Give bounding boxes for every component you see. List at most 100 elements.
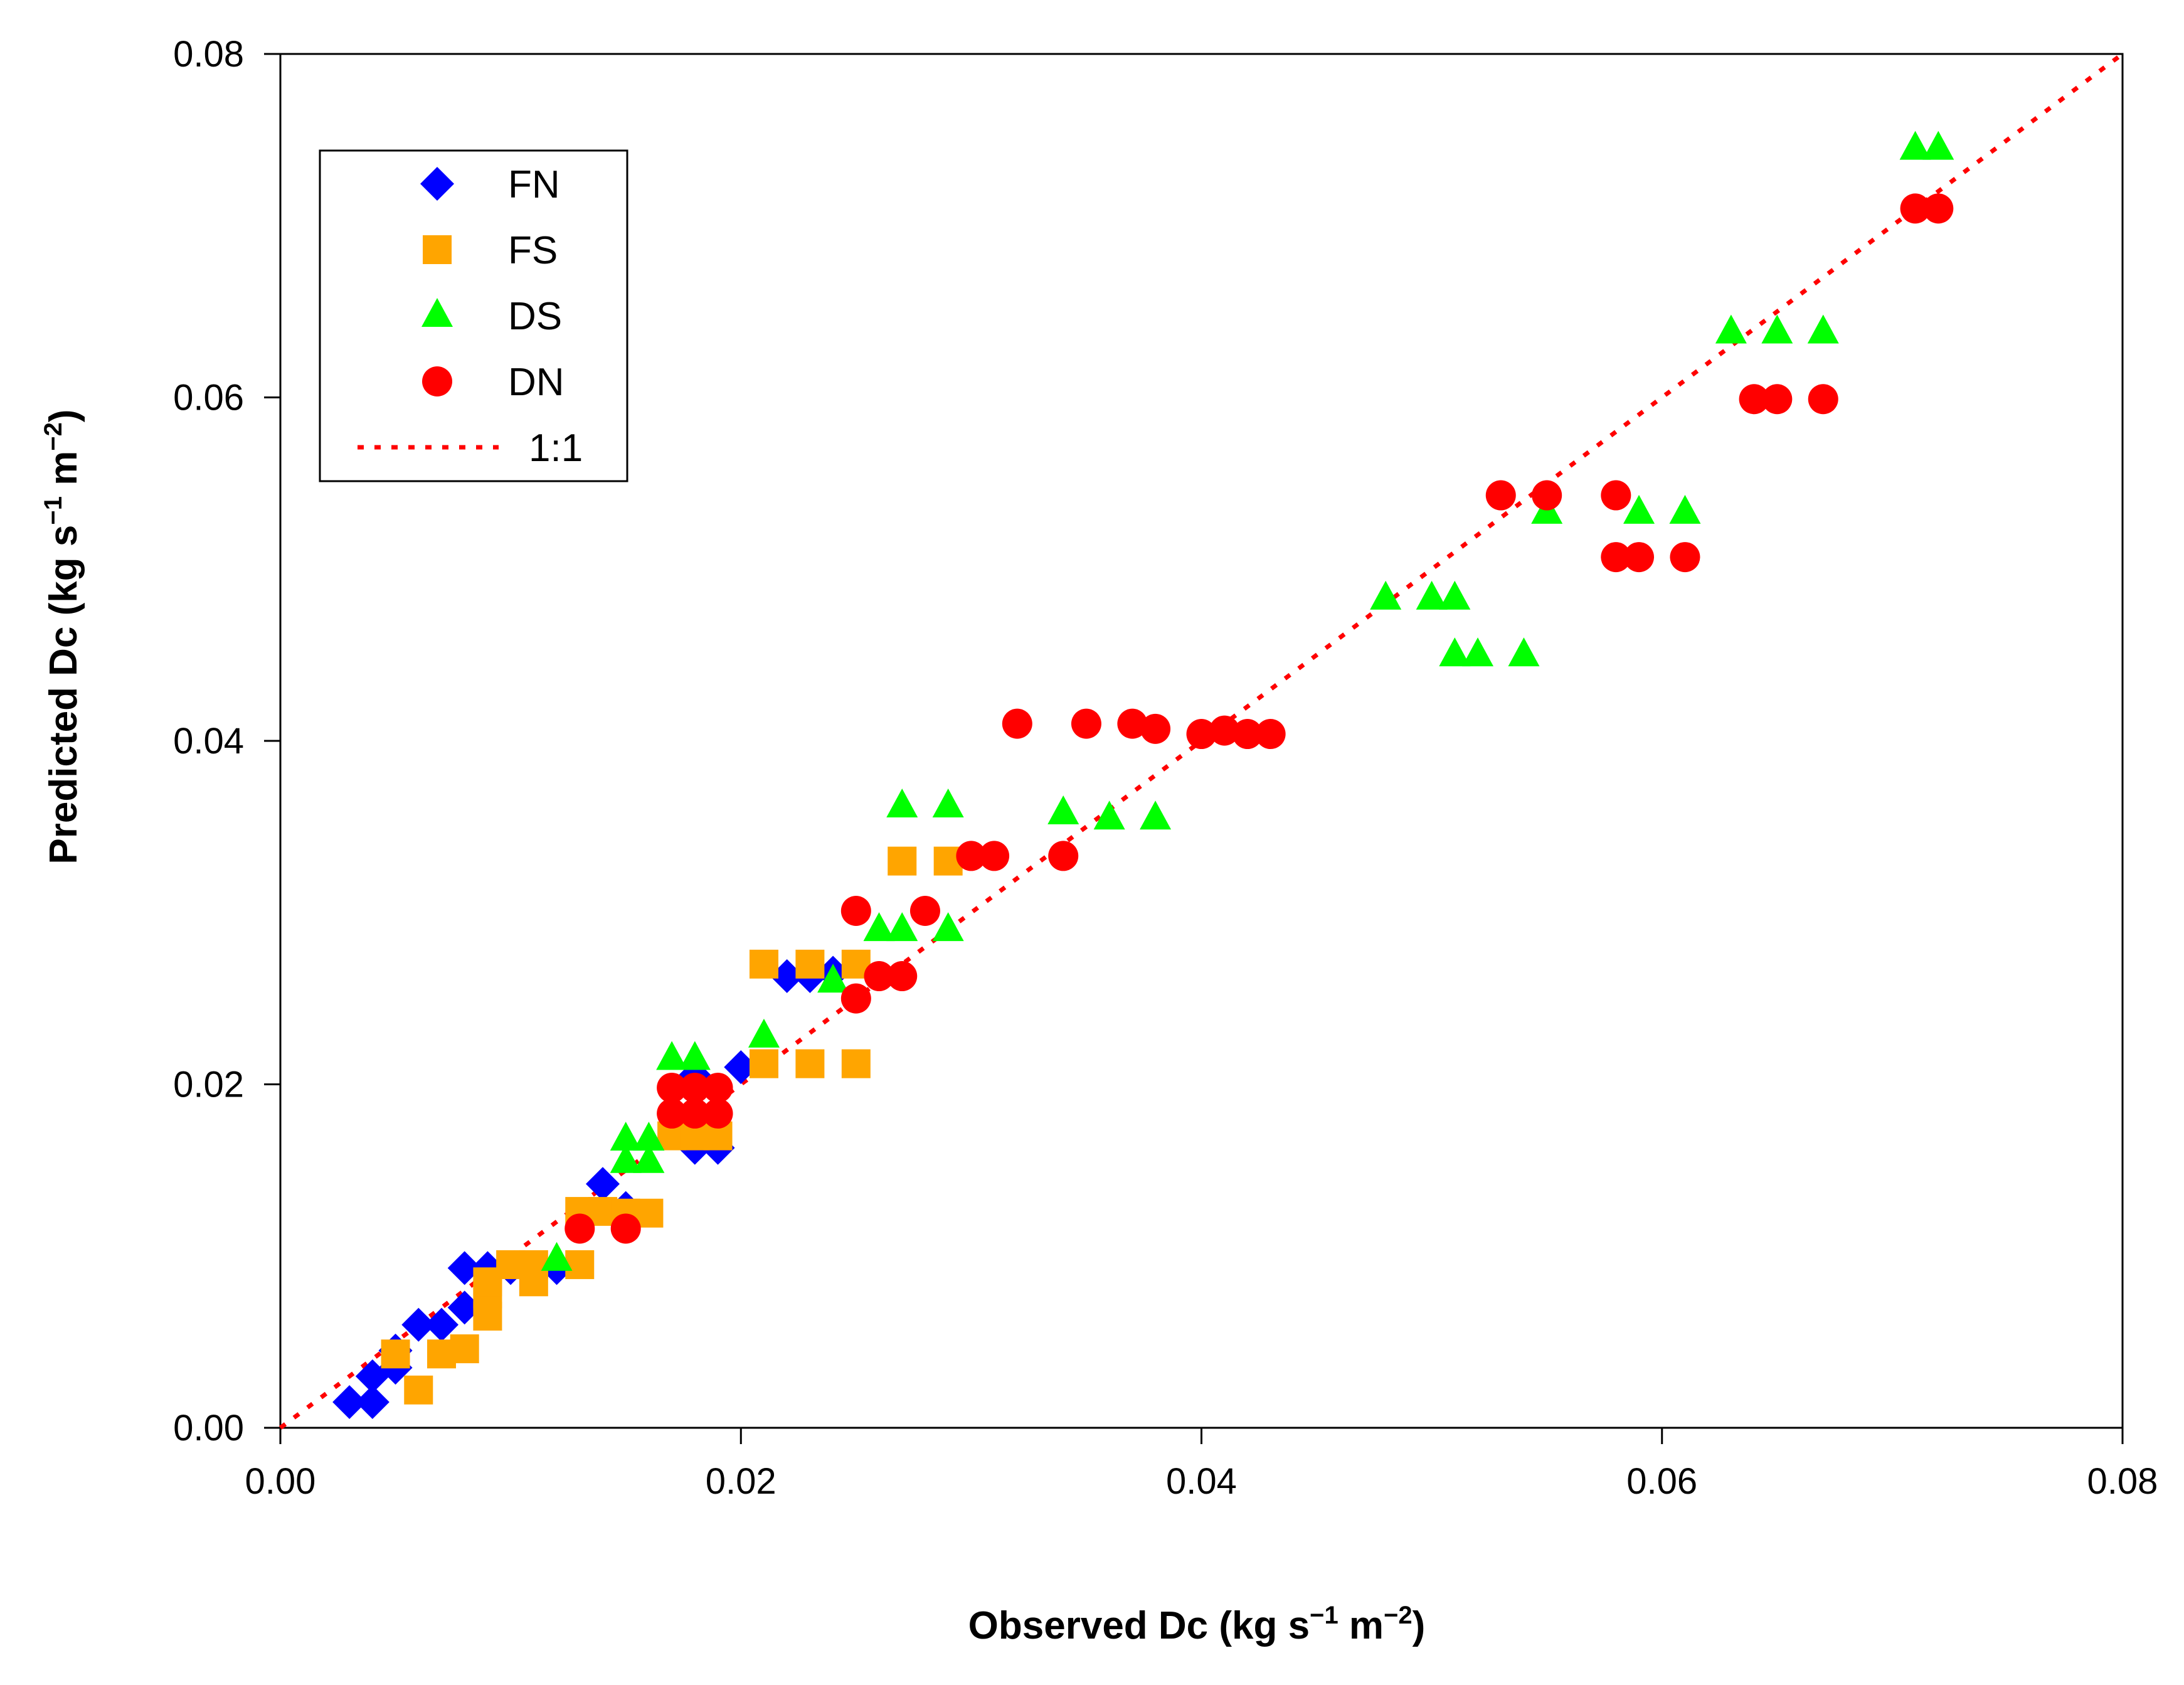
point-fn <box>332 1385 367 1419</box>
y-tick-label: 0.02 <box>173 1065 244 1105</box>
point-ds <box>1047 795 1079 824</box>
point-dn <box>840 896 871 927</box>
legend-marker-fs <box>423 235 452 264</box>
x-tick-label: 0.04 <box>1166 1461 1237 1502</box>
point-dn <box>1670 542 1700 573</box>
point-dn <box>1739 384 1769 415</box>
point-dn <box>1186 719 1217 750</box>
point-dn <box>657 1072 687 1103</box>
point-ds <box>1439 637 1471 667</box>
point-ds <box>886 912 918 942</box>
legend-label-1to1: 1:1 <box>529 427 583 470</box>
point-fn <box>401 1307 436 1342</box>
point-ds <box>932 912 964 942</box>
point-ds <box>1439 580 1471 610</box>
point-ds <box>1508 637 1540 667</box>
point-dn <box>565 1213 595 1244</box>
point-fs <box>404 1375 433 1405</box>
point-ds <box>748 1018 780 1048</box>
point-ds <box>1669 494 1701 524</box>
point-ds <box>541 1241 573 1271</box>
point-ds <box>610 1122 642 1151</box>
point-ds <box>656 1041 688 1070</box>
point-ds <box>679 1041 711 1070</box>
point-ds <box>863 912 895 942</box>
x-tick-label: 0.00 <box>245 1461 316 1502</box>
point-dn <box>1808 384 1838 415</box>
point-dn <box>1140 713 1171 744</box>
point-fs <box>565 1250 595 1279</box>
point-ds <box>1899 130 1931 160</box>
point-dn <box>1117 708 1148 739</box>
point-fs <box>749 1049 778 1078</box>
point-dn <box>679 1072 710 1103</box>
point-ds <box>886 789 918 818</box>
point-ds <box>610 1144 642 1173</box>
point-fn <box>724 1050 758 1085</box>
point-dn <box>909 896 940 927</box>
y-axis-title: Predicted Dc (kg s−1 m−2) <box>40 409 85 864</box>
point-dn <box>956 841 987 871</box>
legend-label-fn: FN <box>508 163 560 206</box>
series-ds <box>541 130 1954 1271</box>
point-ds <box>633 1144 665 1173</box>
point-fs <box>450 1334 479 1364</box>
point-dn <box>1601 542 1631 573</box>
legend-marker-fn <box>420 167 454 201</box>
point-dn <box>887 961 918 992</box>
point-dn <box>979 841 1010 871</box>
point-fn <box>447 1290 482 1325</box>
x-tick-label: 0.08 <box>2087 1461 2158 1502</box>
point-dn <box>702 1098 733 1129</box>
data-markers <box>332 130 1954 1419</box>
x-axis-ticks: 0.00 0.02 0.04 0.06 0.08 <box>245 1428 2158 1502</box>
point-dn <box>1002 708 1032 739</box>
point-dn <box>1071 708 1101 739</box>
point-ds <box>1370 580 1402 610</box>
legend-label-dn: DN <box>508 361 565 404</box>
x-axis-title: Observed Dc (kg s−1 m−2) <box>968 1602 1426 1647</box>
point-fs <box>795 1049 825 1078</box>
point-dn <box>1900 193 1931 224</box>
legend-marker-ds <box>421 298 453 327</box>
point-fn <box>424 1307 459 1342</box>
point-ds <box>1093 800 1125 830</box>
y-tick-label: 0.04 <box>173 721 244 762</box>
legend: FN FS DS DN 1:1 <box>319 149 628 482</box>
point-fs <box>381 1339 410 1369</box>
point-dn <box>610 1213 641 1244</box>
y-tick-label: 0.08 <box>173 34 244 75</box>
point-dn <box>1923 193 1954 224</box>
point-dn <box>1209 715 1240 746</box>
one-to-one-line <box>278 52 2124 1430</box>
point-ds <box>633 1122 665 1151</box>
point-dn <box>1624 542 1655 573</box>
point-fs <box>749 949 778 979</box>
point-dn <box>679 1098 710 1129</box>
point-ds <box>1715 314 1747 344</box>
point-dn <box>840 983 871 1014</box>
point-ds <box>932 789 964 818</box>
point-dn <box>1048 841 1079 871</box>
point-ds <box>1807 314 1839 344</box>
point-ds <box>1462 637 1494 667</box>
y-tick-label: 0.06 <box>173 378 244 418</box>
legend-marker-dn <box>422 366 452 396</box>
point-ds <box>1922 130 1954 160</box>
point-dn <box>1232 719 1263 750</box>
point-ds <box>1623 494 1655 524</box>
point-dn <box>702 1072 733 1103</box>
point-fn <box>770 959 804 994</box>
point-fs <box>888 846 917 876</box>
point-fs <box>519 1267 548 1297</box>
point-dn <box>1532 480 1562 511</box>
point-dn <box>1255 719 1286 750</box>
point-fs <box>795 949 825 979</box>
legend-box <box>319 149 628 482</box>
point-fn <box>447 1251 482 1285</box>
point-ds <box>817 964 849 993</box>
y-axis-ticks: 0.00 0.02 0.04 0.06 0.08 <box>173 34 280 1448</box>
point-dn <box>657 1098 687 1129</box>
legend-label-ds: DS <box>508 295 562 338</box>
